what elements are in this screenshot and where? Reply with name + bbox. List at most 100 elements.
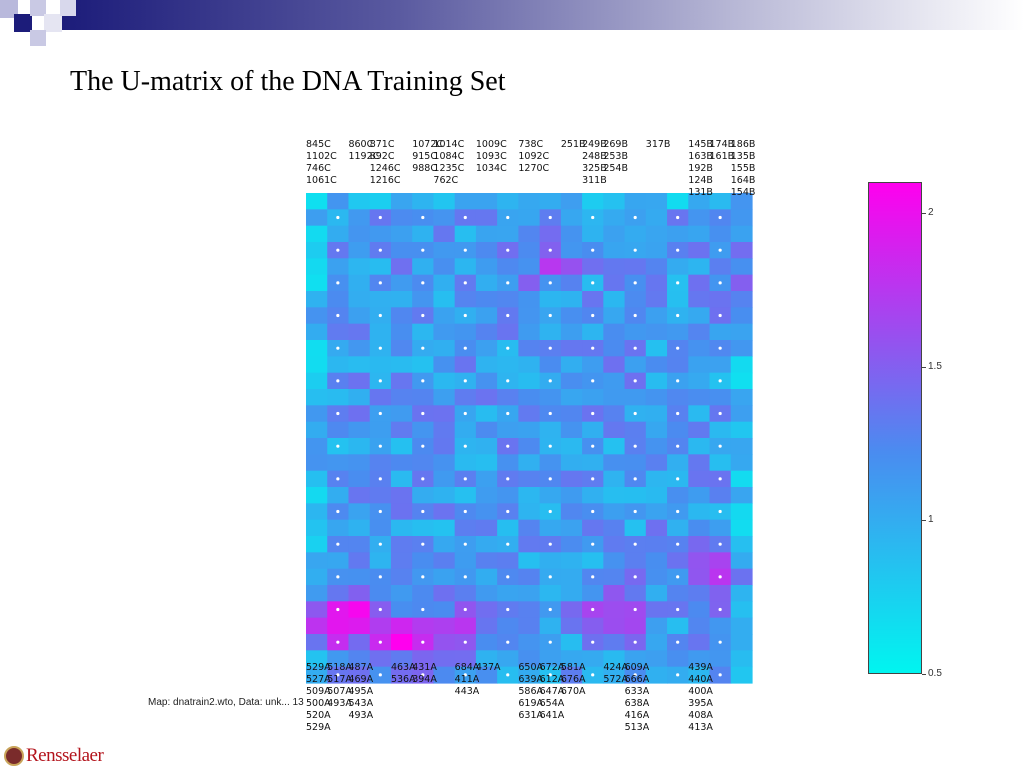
heatmap-cell: [560, 258, 583, 276]
map-node-marker: [506, 477, 510, 481]
node-label: 639A: [518, 674, 543, 685]
heatmap-cell: [709, 323, 732, 341]
heatmap-cell: [560, 536, 583, 553]
heatmap-cell: [497, 323, 519, 341]
heatmap-cell: [539, 291, 562, 308]
heatmap-cell: [582, 323, 604, 341]
heatmap-cell: [369, 650, 392, 668]
heatmap-cell: [454, 617, 477, 635]
heatmap-cell: [688, 634, 711, 651]
heatmap-cell: [433, 340, 456, 357]
heatmap-cell: [327, 291, 350, 308]
map-node-marker: [633, 379, 637, 383]
map-node-marker: [506, 346, 510, 350]
heatmap-cell: [306, 487, 328, 504]
heatmap-cell: [667, 617, 689, 635]
heatmap-cell: [603, 193, 626, 210]
node-label: 411A: [455, 674, 480, 685]
node-label: 988C: [412, 163, 437, 174]
node-label: 581A: [561, 662, 586, 673]
heatmap-cell: [390, 519, 413, 537]
node-label: 672A: [540, 662, 565, 673]
map-node-marker: [676, 575, 680, 579]
heatmap-cell: [390, 552, 413, 570]
map-node-marker: [591, 509, 595, 514]
node-label: 520A: [306, 710, 331, 721]
heatmap-cell: [518, 519, 541, 537]
heatmap-cell: [709, 552, 732, 570]
heatmap-cell: [306, 258, 328, 276]
node-label: 892C: [370, 151, 395, 162]
heatmap-cell: [560, 438, 583, 455]
heatmap-cell: [348, 242, 371, 259]
map-node-marker: [633, 640, 637, 644]
map-node-marker: [676, 673, 680, 677]
node-label: 161B: [710, 151, 735, 162]
map-node-marker: [718, 477, 722, 481]
heatmap-cell: [603, 470, 626, 488]
node-label: 1093C: [476, 151, 507, 162]
heatmap-cell: [475, 258, 498, 276]
heatmap-cell: [582, 421, 604, 439]
map-node-marker: [718, 346, 722, 350]
heatmap-cell: [348, 568, 371, 586]
map-node-marker: [506, 542, 510, 546]
heatmap-cell: [667, 193, 689, 210]
node-label: 408A: [688, 710, 713, 721]
node-label: 572A: [603, 674, 628, 685]
node-label: 186B: [731, 139, 756, 150]
heatmap-cell: [645, 617, 668, 635]
map-node-marker: [463, 542, 467, 546]
node-label: 536A: [391, 674, 416, 685]
heatmap-cell: [624, 291, 647, 308]
heatmap-cell: [582, 552, 604, 570]
node-label: 529A: [306, 662, 331, 673]
heatmap-cell: [306, 405, 328, 423]
node-label: 413A: [688, 722, 713, 733]
heatmap-cell: [645, 193, 668, 210]
heatmap-cell: [688, 536, 711, 553]
heatmap-cell: [688, 291, 711, 308]
heatmap-cell: [433, 356, 456, 374]
heatmap-cell: [454, 225, 477, 243]
map-node-marker: [463, 444, 467, 448]
map-node-marker: [421, 346, 425, 350]
node-label: 1102C: [306, 151, 337, 162]
heatmap-cell: [688, 454, 711, 472]
heatmap-cell: [348, 225, 371, 243]
heatmap-cell: [433, 568, 456, 586]
heatmap-cell: [645, 323, 668, 341]
heatmap-cell: [348, 258, 371, 276]
heatmap-cell: [475, 421, 498, 439]
heatmap-cell: [306, 389, 328, 406]
heatmap-cell: [306, 536, 328, 553]
heatmap-cell: [667, 487, 689, 504]
heatmap-cell: [412, 454, 435, 472]
heatmap-cell: [348, 536, 371, 553]
heatmap-cell: [560, 405, 583, 423]
heatmap-cell: [518, 487, 541, 504]
heatmap-cell: [412, 487, 435, 504]
heatmap-cell: [560, 193, 583, 210]
heatmap-cell: [306, 438, 328, 455]
node-label: 654A: [540, 698, 565, 709]
heatmap-cell: [730, 323, 753, 341]
heatmap-cell: [433, 650, 456, 668]
heatmap-cell: [475, 209, 498, 227]
heatmap-cell: [709, 519, 732, 537]
heatmap-cell: [667, 225, 689, 243]
heatmap-cell: [603, 601, 626, 619]
heatmap-cell: [582, 617, 604, 635]
heatmap-cell: [327, 617, 350, 635]
heatmap-cell: [688, 438, 711, 455]
heatmap-cell: [369, 356, 392, 374]
heatmap-cell: [603, 438, 626, 455]
heatmap-cell: [667, 356, 689, 374]
map-node-marker: [506, 281, 510, 285]
heatmap-cell: [412, 389, 435, 406]
heatmap-cell: [327, 323, 350, 341]
map-node-marker: [718, 444, 722, 448]
node-label: 495A: [348, 686, 373, 697]
heatmap-cell: [603, 568, 626, 586]
heatmap-cell: [497, 389, 519, 406]
